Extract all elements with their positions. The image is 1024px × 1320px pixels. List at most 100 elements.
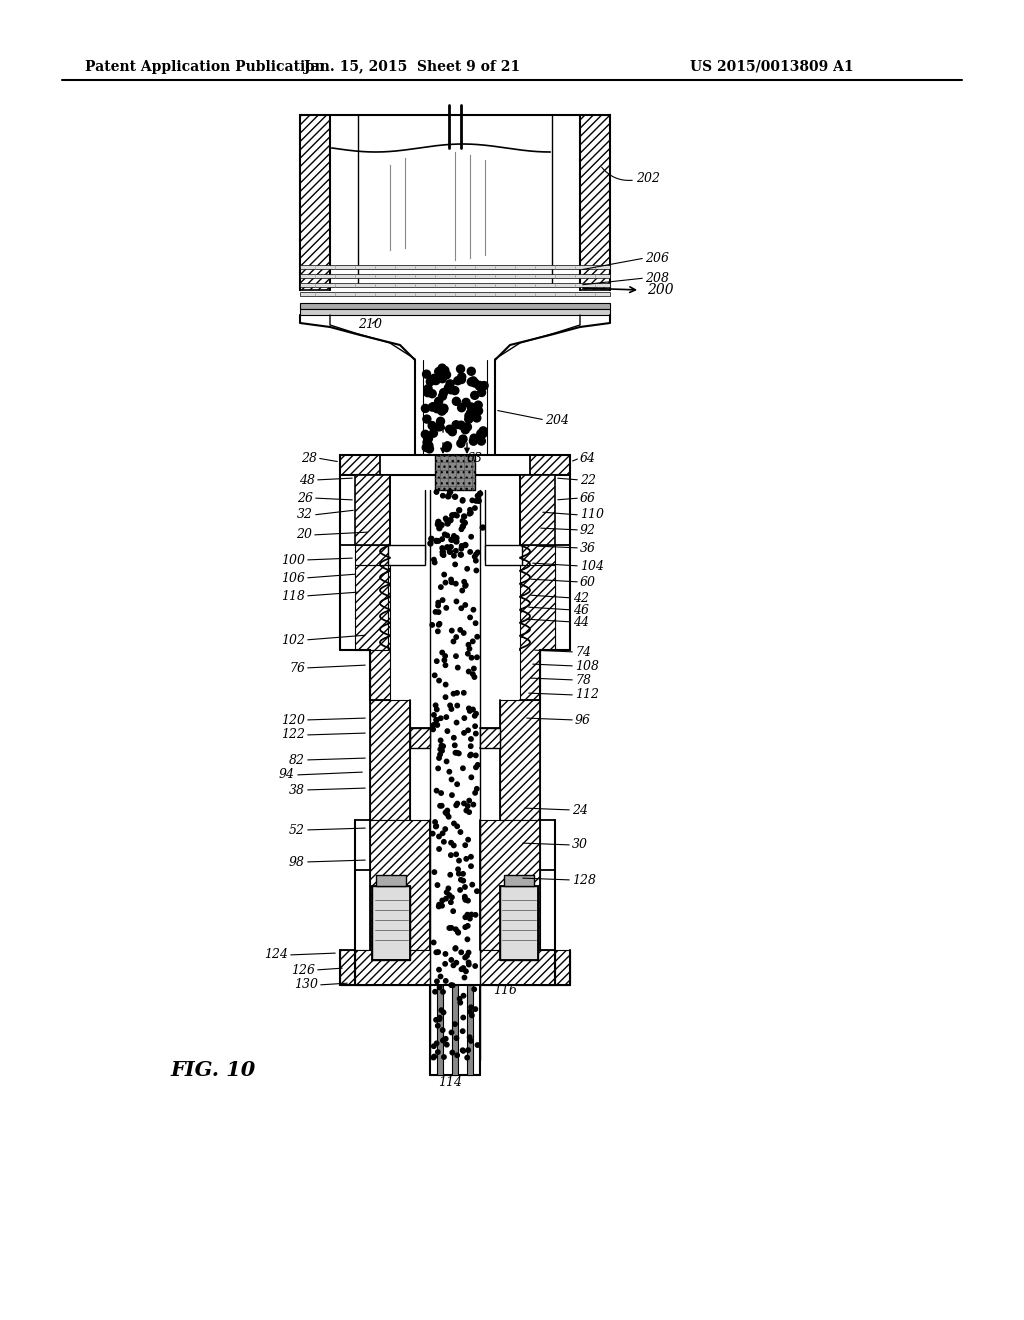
Circle shape <box>451 387 459 395</box>
Circle shape <box>470 883 474 887</box>
Circle shape <box>434 718 439 722</box>
Text: FIG. 10: FIG. 10 <box>170 1060 255 1080</box>
Circle shape <box>440 598 444 602</box>
Circle shape <box>461 519 465 523</box>
Circle shape <box>445 533 450 537</box>
Circle shape <box>466 643 471 647</box>
Polygon shape <box>500 700 540 820</box>
Circle shape <box>463 925 468 929</box>
Circle shape <box>446 886 451 891</box>
Text: 38: 38 <box>289 784 305 796</box>
Circle shape <box>467 669 471 673</box>
Circle shape <box>447 925 452 931</box>
Circle shape <box>431 1044 436 1048</box>
Circle shape <box>459 878 463 882</box>
Polygon shape <box>300 275 610 279</box>
Circle shape <box>458 628 463 632</box>
Text: 26: 26 <box>297 491 313 504</box>
Circle shape <box>433 704 438 708</box>
Circle shape <box>441 840 446 843</box>
Circle shape <box>474 499 478 503</box>
Circle shape <box>438 585 443 589</box>
Circle shape <box>467 378 475 385</box>
Circle shape <box>474 754 478 758</box>
Circle shape <box>459 436 467 444</box>
Circle shape <box>452 821 456 825</box>
Circle shape <box>454 635 459 639</box>
Circle shape <box>426 378 434 385</box>
Circle shape <box>432 713 436 717</box>
Circle shape <box>474 711 478 715</box>
Circle shape <box>454 853 459 857</box>
Circle shape <box>442 371 451 379</box>
Circle shape <box>432 870 436 874</box>
Circle shape <box>473 791 477 795</box>
Circle shape <box>466 804 470 808</box>
Circle shape <box>463 603 468 607</box>
Circle shape <box>440 494 445 498</box>
Circle shape <box>455 721 459 725</box>
Circle shape <box>449 900 453 904</box>
Circle shape <box>469 1039 473 1043</box>
Circle shape <box>455 751 459 755</box>
Circle shape <box>434 708 439 711</box>
Circle shape <box>433 820 437 824</box>
Circle shape <box>465 937 470 941</box>
Text: US 2015/0013809 A1: US 2015/0013809 A1 <box>690 59 854 74</box>
Circle shape <box>421 430 429 438</box>
Circle shape <box>451 537 455 543</box>
Circle shape <box>441 744 445 748</box>
Circle shape <box>455 690 459 696</box>
Circle shape <box>455 1053 460 1057</box>
Circle shape <box>443 581 447 585</box>
Circle shape <box>468 549 472 554</box>
Circle shape <box>436 539 440 543</box>
Circle shape <box>472 714 477 718</box>
Circle shape <box>437 678 441 682</box>
Polygon shape <box>580 115 610 290</box>
Circle shape <box>436 950 440 954</box>
Circle shape <box>475 494 480 498</box>
Circle shape <box>443 896 449 900</box>
Circle shape <box>431 723 435 727</box>
Circle shape <box>431 940 436 945</box>
Text: 100: 100 <box>281 553 305 566</box>
Circle shape <box>466 652 470 656</box>
Circle shape <box>431 727 435 731</box>
Circle shape <box>453 421 460 429</box>
Circle shape <box>443 653 447 659</box>
Circle shape <box>475 655 479 660</box>
Circle shape <box>468 1010 472 1014</box>
Circle shape <box>425 434 432 442</box>
Circle shape <box>465 416 473 424</box>
Circle shape <box>461 1048 466 1053</box>
Circle shape <box>430 623 434 627</box>
Circle shape <box>471 639 475 644</box>
Circle shape <box>471 607 475 612</box>
Circle shape <box>438 715 443 721</box>
Circle shape <box>440 832 444 836</box>
Circle shape <box>434 659 439 664</box>
Circle shape <box>454 653 458 659</box>
Circle shape <box>444 606 449 610</box>
Polygon shape <box>520 565 555 700</box>
Circle shape <box>469 376 477 385</box>
Circle shape <box>433 990 437 994</box>
Polygon shape <box>300 292 610 296</box>
Text: 78: 78 <box>575 673 591 686</box>
Circle shape <box>450 512 455 517</box>
Circle shape <box>471 379 479 387</box>
Circle shape <box>440 537 444 541</box>
Circle shape <box>465 566 469 572</box>
Circle shape <box>434 397 442 405</box>
Circle shape <box>443 826 447 832</box>
Circle shape <box>444 517 449 521</box>
Circle shape <box>441 1038 445 1043</box>
Circle shape <box>436 623 441 627</box>
Circle shape <box>436 610 440 614</box>
Circle shape <box>475 383 483 391</box>
Circle shape <box>471 708 475 711</box>
Circle shape <box>450 777 454 781</box>
Circle shape <box>429 429 437 437</box>
Text: 46: 46 <box>573 603 589 616</box>
